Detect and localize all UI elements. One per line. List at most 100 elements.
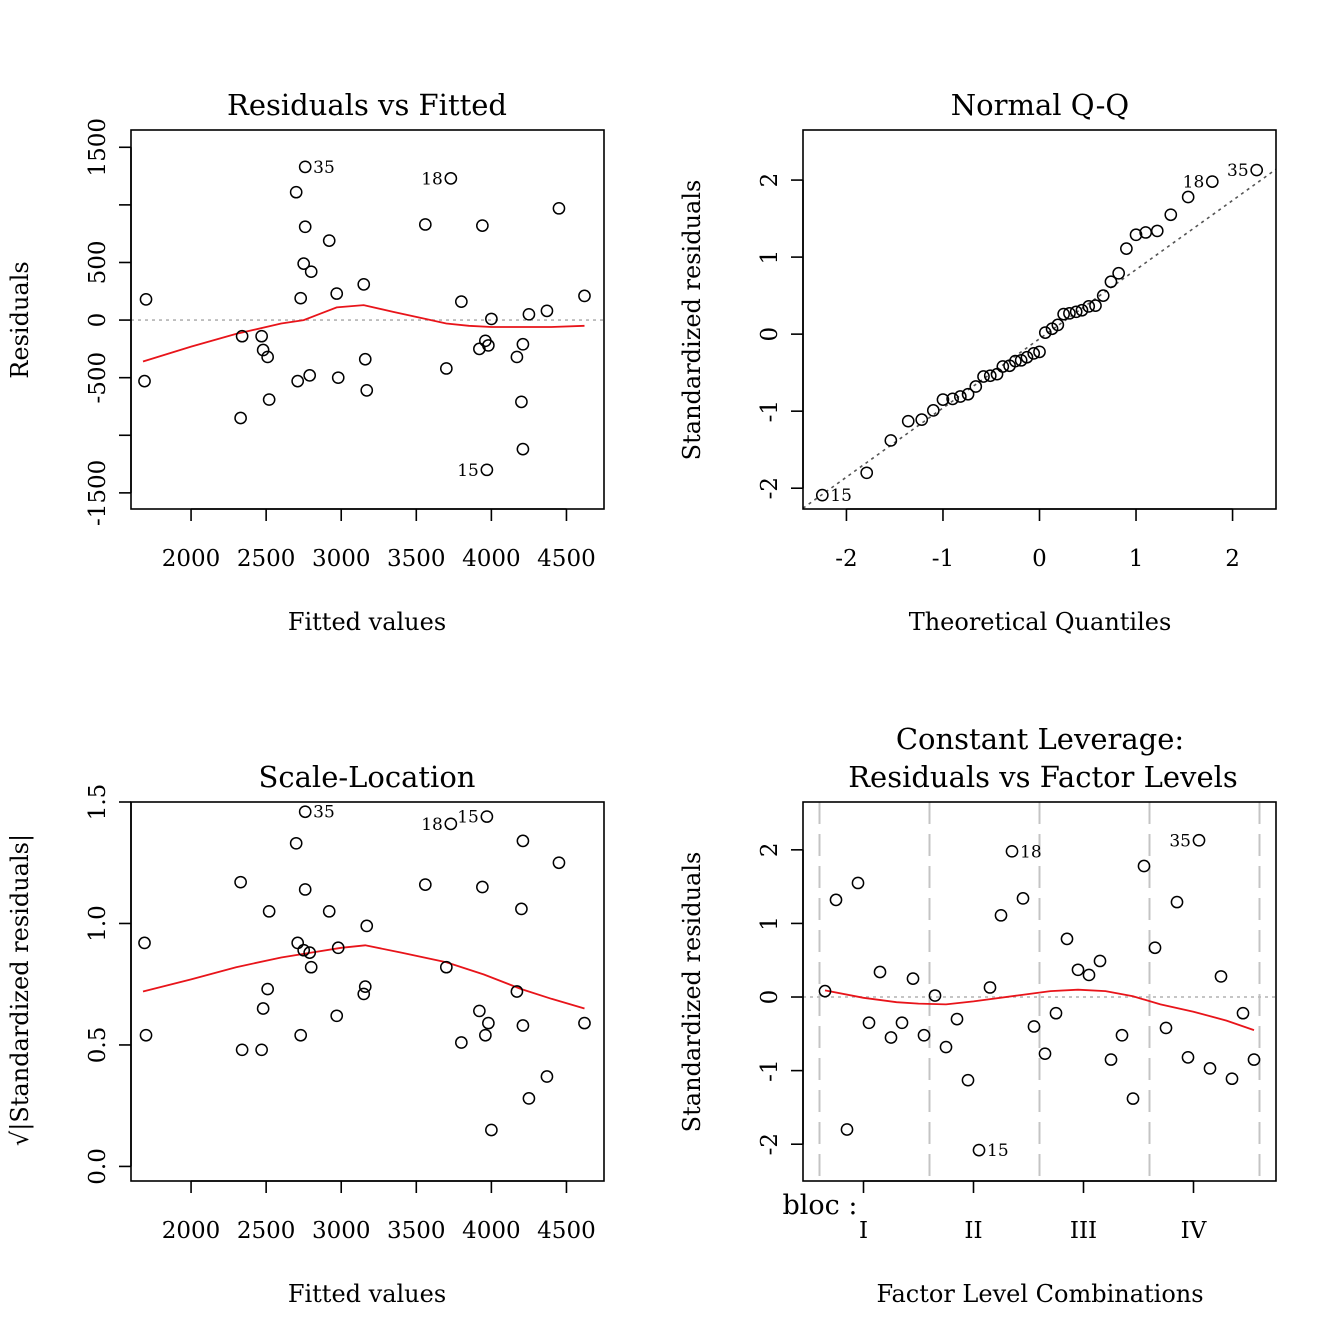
point-label: 35 <box>1227 161 1249 181</box>
data-point <box>915 413 929 426</box>
y-axis-label: √|Standardized residuals| <box>6 834 35 1146</box>
x-tick-label: 4000 <box>462 546 521 572</box>
y-tick-label: 0.0 <box>85 1148 111 1185</box>
data-point <box>1181 190 1195 204</box>
data-point <box>234 411 247 425</box>
data-point <box>322 904 336 918</box>
data-point <box>454 1036 468 1049</box>
data-point <box>298 805 312 819</box>
data-point <box>1038 326 1052 339</box>
x-tick-label: 0 <box>1032 546 1047 572</box>
x-tick-label: 2500 <box>237 546 296 572</box>
data-point <box>1236 1006 1250 1020</box>
data-point <box>1159 1021 1173 1035</box>
data-point <box>516 834 530 848</box>
data-point <box>357 278 371 291</box>
data-point <box>1247 1053 1261 1066</box>
data-point <box>235 329 249 343</box>
data-point <box>485 1123 498 1137</box>
panel-title: Residuals vs Fitted <box>227 88 507 122</box>
data-point <box>1063 306 1076 320</box>
data-point <box>304 265 318 279</box>
data-point <box>895 1016 909 1030</box>
data-point <box>1170 895 1184 909</box>
data-point <box>1082 968 1096 982</box>
data-point <box>990 367 1004 381</box>
point-label: 18 <box>421 169 443 189</box>
y-tick-label: -2 <box>757 477 783 499</box>
data-point <box>476 219 489 232</box>
data-point <box>330 1009 344 1023</box>
data-point <box>906 972 920 985</box>
data-point <box>331 371 345 385</box>
scale-location-panel: Scale-Location Fitted values √|Standardi… <box>6 760 605 1308</box>
x-tick-label: 2 <box>1225 546 1240 572</box>
data-point <box>901 414 915 428</box>
data-point <box>1148 941 1162 955</box>
point-label: 18 <box>1020 842 1042 862</box>
residuals-vs-fitted-panel: Residuals vs Fitted Fitted values Residu… <box>6 88 605 636</box>
data-point <box>1033 345 1046 359</box>
data-point <box>1020 350 1034 364</box>
smoother-line <box>142 304 585 363</box>
data-point <box>1115 1028 1129 1042</box>
data-point <box>1057 307 1070 321</box>
y-tick-label: 2 <box>757 173 783 188</box>
data-point <box>139 1028 153 1042</box>
data-point <box>297 257 311 270</box>
data-point <box>298 883 312 896</box>
point-label: 15 <box>830 486 852 506</box>
data-point <box>884 1031 898 1044</box>
data-point <box>969 380 983 393</box>
data-point <box>298 220 312 234</box>
data-point <box>418 878 432 891</box>
data-point <box>939 1040 953 1054</box>
y-tick-label: 1 <box>757 250 783 265</box>
data-point <box>928 989 942 1002</box>
data-point <box>1082 300 1096 313</box>
data-point <box>473 1004 486 1018</box>
x-tick-label: 4500 <box>537 1218 596 1244</box>
x-tick-label: 4000 <box>462 1218 521 1244</box>
data-point <box>977 370 990 383</box>
plot-frame <box>802 129 1277 510</box>
data-point <box>330 287 344 300</box>
qq-reference-line <box>802 168 1277 509</box>
data-point <box>256 343 270 357</box>
data-point <box>1112 266 1126 280</box>
data-point <box>304 960 318 974</box>
point-label: 15 <box>457 808 479 828</box>
data-point <box>303 369 317 382</box>
data-point <box>961 1073 975 1087</box>
data-point <box>261 350 274 364</box>
x-axis-label: Fitted values <box>288 608 446 636</box>
data-point <box>996 360 1010 373</box>
x-tick-label: II <box>964 1218 982 1244</box>
data-point <box>139 292 153 306</box>
data-point <box>515 395 528 409</box>
data-point <box>1096 289 1110 302</box>
data-point <box>331 941 345 955</box>
data-point <box>358 980 372 993</box>
data-point <box>516 1019 530 1032</box>
y-axis-label: Residuals <box>6 261 34 378</box>
data-point <box>983 981 997 994</box>
data-point <box>1126 1092 1140 1105</box>
data-point <box>289 836 303 850</box>
data-point <box>884 434 898 447</box>
x-axis-label: Fitted values <box>288 1280 446 1308</box>
data-point <box>235 1043 249 1057</box>
data-point <box>1093 954 1107 968</box>
x-tick-label: -2 <box>835 546 857 572</box>
x-tick-label: I <box>859 1218 868 1244</box>
data-point <box>961 387 975 401</box>
data-point <box>360 919 374 933</box>
x-tick-label: 2000 <box>162 546 221 572</box>
data-point <box>972 1143 986 1157</box>
data-point <box>255 329 268 343</box>
data-point <box>1071 963 1085 977</box>
data-point <box>873 965 887 979</box>
data-point <box>522 1092 536 1105</box>
data-point <box>1203 1062 1217 1075</box>
x-tick-label: 3500 <box>387 546 446 572</box>
